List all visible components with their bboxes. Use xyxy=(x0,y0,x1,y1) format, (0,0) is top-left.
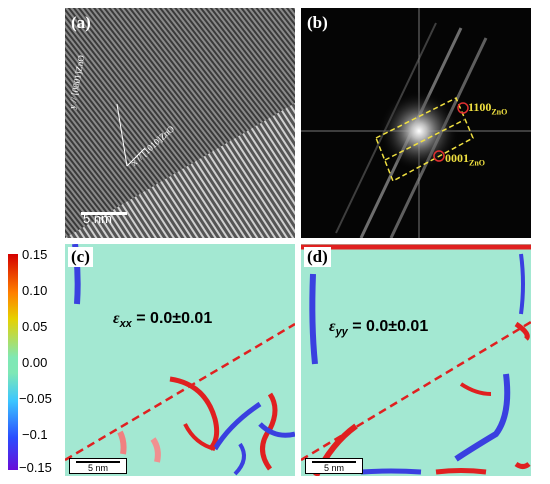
spot-label-1100: 1100ZnO xyxy=(468,100,508,117)
colorbar-tick: 0.00 xyxy=(22,355,47,370)
panel-c-label: (c) xyxy=(68,247,93,267)
strain-xx-equation: εxx = 0.0±0.01 xyxy=(113,310,213,331)
strain-yy-equation: εyy = 0.0±0.01 xyxy=(329,318,429,339)
colorbar-tick: −0.1 xyxy=(22,427,48,442)
colorbar-gradient xyxy=(8,254,18,470)
scale-bar-label: 5 nm xyxy=(83,211,112,226)
scale-bar: 5 nm xyxy=(69,458,127,474)
interface-line xyxy=(65,322,295,462)
strain-yy-field xyxy=(301,244,531,476)
spot-label-0001: 0001ZnO xyxy=(445,151,486,168)
panel-d-label: (d) xyxy=(304,247,331,267)
colorbar-tick: −0.05 xyxy=(19,391,52,406)
colorbar-tick: −0.15 xyxy=(19,460,52,475)
strain-xx-map: (c) εxx = 0.0±0.01 5 nm xyxy=(65,244,295,476)
hrtem-lattice xyxy=(65,8,295,238)
hrtem-image-panel: (a) y // [0001]ZnO x // [1010]ZnO 5 nm xyxy=(65,8,295,238)
spot-circle-0001 xyxy=(433,150,445,162)
strain-yy-map: (d) εyy = 0.0±0.01 5 nm xyxy=(301,244,531,476)
strain-xx-field xyxy=(65,244,295,476)
fft-pattern xyxy=(301,8,531,238)
fft-panel: (b) 1100ZnO 0001ZnO xyxy=(301,8,531,238)
spot-circle-1100 xyxy=(457,102,469,114)
interface-line xyxy=(301,320,531,462)
colorbar-tick: 0.10 xyxy=(22,283,47,298)
panel-a-label: (a) xyxy=(71,13,91,32)
colorbar-tick: 0.05 xyxy=(22,319,47,334)
panel-b-label: (b) xyxy=(307,13,328,32)
colorbar-tick: 0.15 xyxy=(22,247,47,262)
scale-bar: 5 nm xyxy=(305,458,363,474)
colorbar: 0.15 0.10 0.05 0.00 −0.05 −0.1 −0.15 xyxy=(0,244,64,476)
